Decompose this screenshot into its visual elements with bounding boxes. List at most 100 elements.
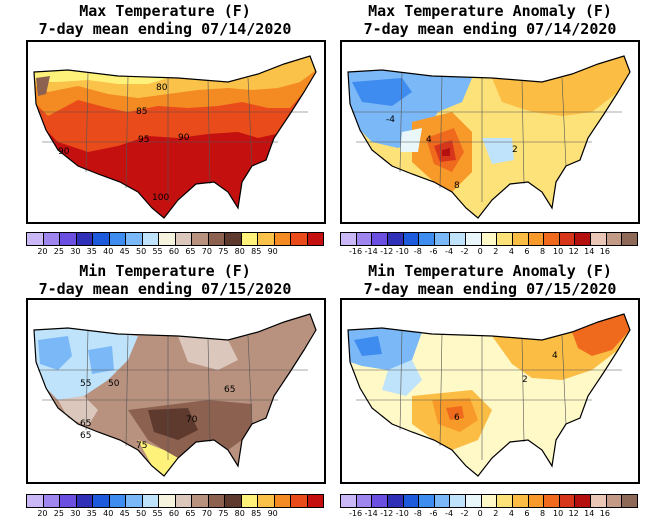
colorbar-tick-label: 6 bbox=[524, 509, 530, 518]
max-temp-anomaly-colorbar-ticks: -16 -14 -12 -10 -8 -6 -4 -2 0 2 4 6 8 10 12 14 16 bbox=[340, 247, 636, 259]
colorbar-tick-label: 2 bbox=[493, 247, 499, 256]
contour-label: 65 bbox=[80, 419, 91, 429]
colorbar-tick-label: 60 bbox=[168, 247, 180, 256]
colorbar-swatch bbox=[60, 495, 77, 507]
colorbar-tick-label: 55 bbox=[152, 509, 163, 518]
min-temp-map: 55 50 65 70 65 75 65 bbox=[26, 298, 326, 484]
colorbar-swatch bbox=[606, 495, 623, 507]
colorbar-swatch bbox=[159, 495, 176, 507]
colorbar-tick-label: 30 bbox=[70, 247, 81, 256]
colorbar-tick-label: 16 bbox=[599, 509, 610, 518]
panel-title-line1: Max Temperature (F) bbox=[79, 2, 251, 20]
colorbar-swatch bbox=[192, 233, 209, 245]
colorbar-swatch bbox=[372, 495, 388, 507]
panel-title-line1: Max Temperature Anomaly (F) bbox=[368, 2, 612, 20]
colorbar-tick-label: 0 bbox=[477, 509, 483, 518]
colorbar-swatch bbox=[43, 495, 60, 507]
colorbar-swatch bbox=[109, 495, 126, 507]
panel-title-line2: 7-day mean ending 07/15/2020 bbox=[38, 280, 292, 298]
colorbar-swatch bbox=[274, 233, 291, 245]
colorbar-tick-label: 8 bbox=[539, 247, 546, 256]
min-temp-colorbar bbox=[26, 494, 324, 508]
max-temp-colorbar bbox=[26, 232, 324, 246]
colorbar-swatch bbox=[341, 233, 357, 245]
colorbar-tick-label: 2 bbox=[493, 509, 499, 518]
colorbar-tick-label: -14 bbox=[364, 509, 378, 518]
contour-label: 95 bbox=[138, 135, 149, 145]
colorbar-swatch bbox=[372, 233, 388, 245]
colorbar-swatch bbox=[450, 233, 466, 245]
colorbar-swatch bbox=[466, 233, 482, 245]
colorbar-tick-label: -16 bbox=[349, 247, 363, 256]
colorbar-tick-label: -16 bbox=[349, 509, 363, 518]
colorbar-tick-label: 4 bbox=[508, 509, 514, 518]
colorbar-swatch bbox=[76, 233, 93, 245]
colorbar-tick-label: -6 bbox=[429, 247, 438, 256]
colorbar-swatch bbox=[76, 495, 93, 507]
colorbar-swatch bbox=[575, 495, 591, 507]
contour-label: 4 bbox=[426, 135, 432, 145]
colorbar-tick-label: -2 bbox=[460, 247, 469, 256]
contour-label: 90 bbox=[58, 147, 70, 157]
colorbar-swatch bbox=[93, 495, 110, 507]
min-temp-colorbar-ticks: 20 25 30 35 40 45 50 55 60 65 70 75 80 85 90 bbox=[26, 509, 322, 521]
colorbar-tick-label: 12 bbox=[568, 247, 579, 256]
colorbar-swatch bbox=[27, 233, 44, 245]
colorbar-tick-label: -4 bbox=[445, 509, 454, 518]
colorbar-tick-label: -12 bbox=[380, 509, 394, 518]
colorbar-tick-label: 8 bbox=[539, 509, 546, 518]
colorbar-tick-label: 65 bbox=[185, 247, 196, 256]
colorbar-swatch bbox=[419, 495, 435, 507]
colorbar-swatch bbox=[606, 233, 623, 245]
colorbar-tick-label: 90 bbox=[267, 247, 278, 256]
colorbar-swatch bbox=[575, 233, 591, 245]
colorbar-swatch bbox=[528, 495, 545, 507]
contour-label: 85 bbox=[136, 107, 147, 117]
colorbar-swatch bbox=[544, 495, 560, 507]
colorbar-swatch bbox=[591, 495, 607, 507]
colorbar-tick-label: 40 bbox=[103, 509, 114, 518]
colorbar-swatch bbox=[356, 495, 373, 507]
colorbar-swatch bbox=[356, 233, 373, 245]
colorbar-tick-label: 20 bbox=[37, 247, 48, 256]
contour-label: 2 bbox=[522, 375, 528, 385]
colorbar-tick-label: 80 bbox=[234, 509, 245, 518]
min-temp-anomaly-map: 2 4 6 bbox=[340, 298, 640, 484]
colorbar-tick-label: -6 bbox=[429, 509, 438, 518]
colorbar-swatch bbox=[159, 233, 176, 245]
colorbar-tick-label: 0 bbox=[477, 247, 483, 256]
colorbar-tick-label: -2 bbox=[460, 509, 469, 518]
colorbar-swatch bbox=[591, 233, 607, 245]
contour-label: 70 bbox=[186, 415, 198, 425]
colorbar-tick-label: 45 bbox=[119, 509, 130, 518]
colorbar-tick-label: 10 bbox=[553, 247, 564, 256]
colorbar-tick-label: -14 bbox=[364, 247, 378, 256]
colorbar-tick-label: 16 bbox=[599, 247, 610, 256]
colorbar-swatch bbox=[434, 495, 451, 507]
colorbar-tick-label: -4 bbox=[445, 247, 454, 256]
colorbar-tick-label: 55 bbox=[152, 247, 163, 256]
colorbar-tick-label: 85 bbox=[251, 247, 262, 256]
panel-title-line2: 7-day mean ending 07/14/2020 bbox=[38, 20, 292, 38]
colorbar-swatch bbox=[60, 233, 77, 245]
colorbar-swatch bbox=[175, 233, 192, 245]
colorbar-swatch bbox=[291, 233, 308, 245]
contour-label: 100 bbox=[152, 193, 169, 203]
colorbar-tick-label: 50 bbox=[136, 247, 147, 256]
colorbar-swatch bbox=[450, 495, 466, 507]
panel-title-line2: 7-day mean ending 07/15/2020 bbox=[363, 280, 617, 298]
contour-label: 75 bbox=[136, 441, 147, 451]
colorbar-swatch bbox=[126, 495, 143, 507]
colorbar-swatch bbox=[208, 233, 225, 245]
colorbar-tick-label: 4 bbox=[508, 247, 514, 256]
colorbar-swatch bbox=[291, 495, 308, 507]
colorbar-swatch bbox=[27, 495, 44, 507]
colorbar-swatch bbox=[142, 233, 159, 245]
colorbar-swatch bbox=[142, 495, 159, 507]
colorbar-swatch bbox=[93, 233, 110, 245]
colorbar-swatch bbox=[241, 233, 258, 245]
colorbar-swatch bbox=[109, 233, 126, 245]
panel-title-line1: Min Temperature (F) bbox=[79, 262, 251, 280]
colorbar-swatch bbox=[225, 495, 242, 507]
colorbar-swatch bbox=[403, 495, 420, 507]
